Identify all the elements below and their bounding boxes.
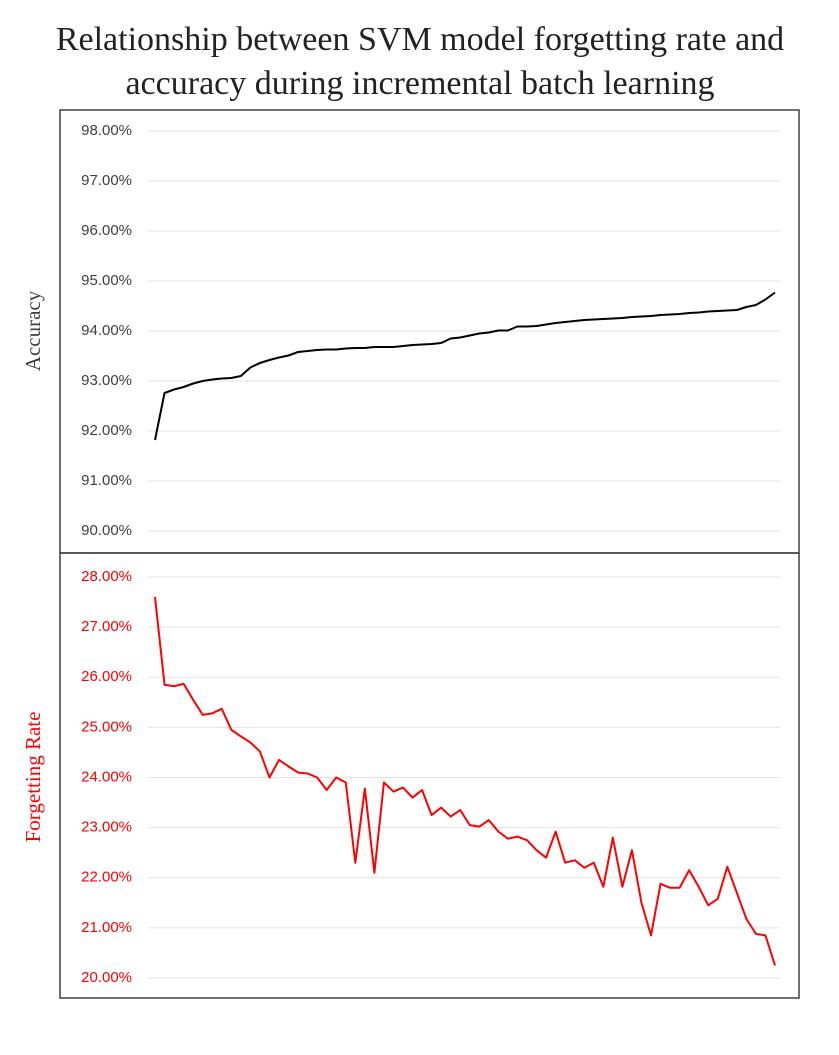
- y-tick-label: 96.00%: [81, 222, 132, 239]
- panel: Accuracy 90.00% 91.00% 92.00% 93.00% 94.00% 95…: [21, 122, 780, 539]
- y-tick-label: 22.00%: [81, 869, 132, 886]
- y-tick-label: 91.00%: [81, 472, 132, 489]
- data-line: [154, 596, 776, 966]
- chart-title: Relationship between SVM model forgettin…: [56, 21, 784, 58]
- y-tick-label: 25.00%: [81, 718, 132, 735]
- chart-title: accuracy during incremental batch learni…: [125, 65, 714, 102]
- data-line: [154, 291, 776, 441]
- panel-frame: [59, 552, 800, 999]
- y-tick-label: 20.00%: [81, 969, 132, 986]
- y-tick-label: 94.00%: [81, 322, 132, 339]
- y-tick-label: 28.00%: [81, 568, 132, 585]
- y-axis-label: Accuracy: [21, 290, 45, 371]
- y-tick-label: 97.00%: [81, 172, 132, 189]
- y-tick-label: 93.00%: [81, 372, 132, 389]
- y-tick-label: 26.00%: [81, 668, 132, 685]
- y-tick-label: 24.00%: [81, 768, 132, 785]
- y-tick-label: 92.00%: [81, 422, 132, 439]
- y-tick-label: 21.00%: [81, 919, 132, 936]
- y-tick-label: 98.00%: [81, 122, 132, 139]
- y-tick-label: 90.00%: [81, 522, 132, 539]
- y-tick-label: 23.00%: [81, 819, 132, 836]
- y-tick-label: 95.00%: [81, 272, 132, 289]
- panel: Forgetting Rate 20.00% 21.00% 22.00% 23.00% 2…: [21, 568, 780, 986]
- y-axis-label: Forgetting Rate: [21, 712, 45, 843]
- y-tick-label: 27.00%: [81, 618, 132, 635]
